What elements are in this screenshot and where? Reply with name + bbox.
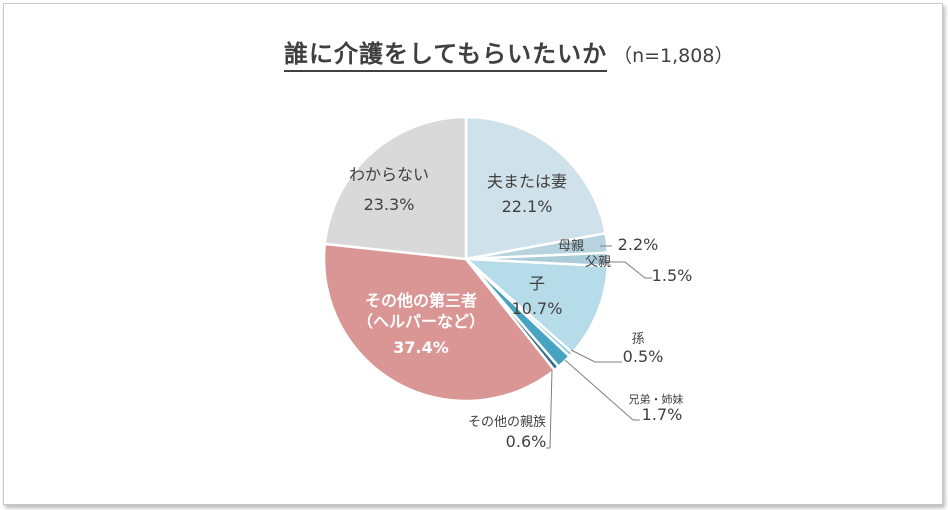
chart-title-block: 誰に介護をしてもらいたいか （n=1,808） (284, 34, 734, 72)
slice-label-0: 夫または妻 (487, 172, 567, 191)
slice-label-2: 父親 (585, 255, 611, 270)
slice-label-6: その他の親族 (468, 414, 546, 430)
pie-slice-3 (462, 257, 610, 355)
slice-value-3: 10.7% (512, 299, 563, 318)
leader-line-2 (604, 261, 652, 279)
slice-value-1: 2.2% (618, 235, 659, 254)
slice-value-4: 0.5% (623, 347, 664, 366)
leader-line-4 (570, 349, 622, 363)
leader-line-6 (546, 369, 553, 449)
slice-value-8: 23.3% (364, 195, 415, 214)
slice-label-7: その他の第三者 (365, 291, 477, 310)
leader-line-5 (564, 359, 640, 421)
slice-value-0: 22.1% (502, 197, 553, 216)
chart-title: 誰に介護をしてもらいたいか (284, 40, 608, 72)
chart-subtitle: （n=1,808） (613, 45, 734, 67)
pie-slice-7 (322, 242, 557, 403)
slice-value-6: 0.6% (506, 432, 547, 451)
slice-value-5: 1.7% (642, 405, 683, 424)
slice-label-line2-7: （ヘルパーなど） (357, 312, 485, 331)
slice-label-1: 母親 (558, 239, 584, 254)
pie-slice-0 (464, 115, 608, 261)
slice-value-2: 1.5% (652, 266, 693, 285)
slice-label-8: わからない (349, 165, 429, 184)
slice-label-5: 兄弟・姉妹 (629, 392, 684, 406)
slice-value-7: 37.4% (393, 338, 449, 357)
slice-label-4: 孫 (631, 332, 644, 347)
slice-label-3: 子 (529, 274, 545, 293)
pie-slice-8 (323, 115, 468, 261)
